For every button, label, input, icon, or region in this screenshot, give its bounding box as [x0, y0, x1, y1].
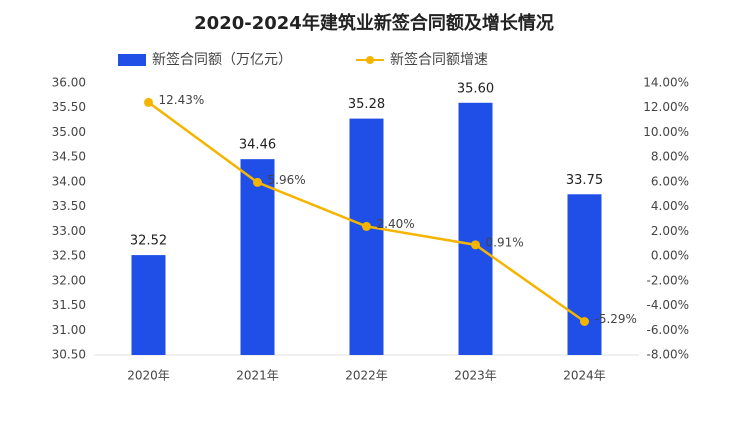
y-tick-label: 34.00: [52, 174, 86, 188]
value-label: 33.75: [566, 173, 603, 188]
y2-tick-label: -4.00%: [647, 298, 689, 312]
y2-tick-label: 0.00%: [651, 249, 689, 263]
y-tick-label: 36.00: [52, 76, 86, 90]
legend-swatch: [118, 54, 146, 66]
value-label: 32.52: [130, 234, 167, 249]
value-label: 2.40%: [377, 217, 415, 231]
x-tick-label: 2022年: [345, 369, 388, 383]
value-label: 5.96%: [268, 173, 306, 187]
y2-tick-label: -2.00%: [647, 273, 689, 287]
y2-tick-label: 2.00%: [651, 224, 689, 238]
y-tick-label: 35.50: [52, 100, 86, 114]
y2-tick-label: 10.00%: [643, 125, 689, 139]
y2-tick-label: 6.00%: [651, 174, 689, 188]
y-tick-label: 31.00: [52, 323, 86, 337]
value-label: 35.28: [348, 97, 385, 112]
y-tick-label: 31.50: [52, 298, 86, 312]
y-tick-label: 33.50: [52, 199, 86, 213]
line-point: [471, 240, 480, 250]
y2-tick-label: 4.00%: [651, 199, 689, 213]
line-point: [144, 97, 153, 107]
bar: [458, 102, 493, 355]
x-tick-label: 2024年: [563, 369, 606, 383]
y-tick-label: 34.50: [52, 150, 86, 164]
legend-label: 新签合同额增速: [390, 51, 488, 68]
y2-tick-label: 12.00%: [643, 100, 689, 114]
y-tick-label: 35.00: [52, 125, 86, 139]
y-tick-label: 32.50: [52, 249, 86, 263]
value-label: 0.91%: [486, 235, 524, 249]
y2-tick-label: 8.00%: [651, 150, 689, 164]
line-point: [362, 221, 371, 231]
legend-swatch: [366, 56, 374, 64]
y2-tick-label: -8.00%: [647, 348, 689, 362]
value-label: -5.29%: [595, 312, 637, 326]
bar: [240, 159, 275, 355]
y-tick-label: 33.00: [52, 224, 86, 238]
bar: [567, 194, 602, 355]
line-point: [580, 316, 589, 326]
bar: [131, 255, 166, 355]
legend-label: 新签合同额（万亿元）: [152, 51, 292, 68]
value-label: 35.60: [457, 81, 494, 96]
y2-tick-label: 14.00%: [643, 76, 689, 90]
value-label: 34.46: [239, 138, 276, 153]
value-label: 12.43%: [159, 93, 205, 107]
line-point: [253, 177, 262, 187]
x-tick-label: 2021年: [236, 369, 279, 383]
y2-tick-label: -6.00%: [647, 323, 689, 337]
y-tick-label: 32.00: [52, 273, 86, 287]
y-tick-label: 30.50: [52, 348, 86, 362]
chart-title: 2020-2024年建筑业新签合同额及增长情况: [194, 12, 554, 34]
bar: [349, 118, 384, 355]
x-tick-label: 2023年: [454, 369, 497, 383]
x-tick-label: 2020年: [127, 369, 170, 383]
